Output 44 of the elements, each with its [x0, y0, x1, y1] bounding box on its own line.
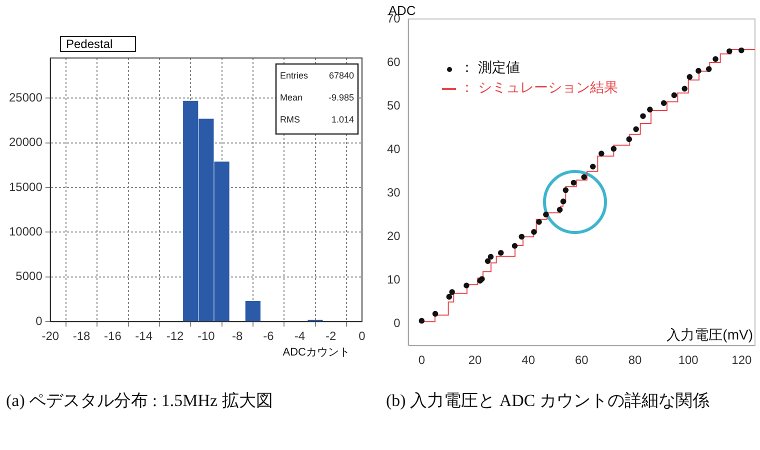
- x-tick-label: -6: [263, 329, 274, 344]
- x-tick-label: 40: [522, 353, 536, 368]
- x-tick-label: -18: [72, 329, 91, 344]
- x-tick-label: 0: [418, 353, 426, 368]
- x-tick-label: -8: [232, 329, 244, 344]
- y-tick-label: 15000: [8, 180, 43, 194]
- x-tick-label: 0: [358, 329, 366, 344]
- x-tick-label: 80: [628, 353, 642, 368]
- legend-label: ： シミュレーション結果: [460, 79, 618, 97]
- annotation: 1.014: [331, 114, 354, 124]
- y-tick-label: 10000: [8, 224, 43, 239]
- annotation: Mean: [280, 92, 303, 102]
- x-tick-label: 120: [732, 353, 752, 368]
- y-tick-label: 20000: [8, 135, 43, 150]
- x-tick-label: 60: [574, 353, 589, 368]
- annotation: RMS: [280, 114, 300, 124]
- annotation: Entries: [280, 70, 309, 80]
- y-tick-label: 60: [386, 54, 401, 69]
- x-tick-label: -4: [294, 329, 306, 344]
- y-tick-label: 10: [386, 272, 401, 287]
- x-tick-label: -14: [135, 329, 153, 344]
- y-tick-label: 20: [386, 229, 401, 244]
- x-tick-label: -10: [198, 329, 216, 344]
- chart-title: Pedestal: [60, 36, 136, 52]
- x-tick-label: 100: [678, 353, 699, 368]
- y-tick-label: 50: [386, 98, 401, 112]
- y-tick-label: 40: [386, 142, 401, 156]
- y-tick-label: 5000: [16, 269, 43, 284]
- y-tick-label: 0: [394, 316, 401, 330]
- y-tick-label: 0: [36, 314, 43, 328]
- x-tick-label: -12: [166, 329, 184, 344]
- text: (a) ペデスタル分布 : 1.5MHz 拡大図: [6, 390, 274, 412]
- text: (b) 入力電圧と ADC カウントの詳細な関係: [386, 390, 710, 412]
- x-axis-title: ADCカウント: [282, 346, 350, 359]
- y-tick-label: 30: [386, 186, 401, 200]
- annotation: -9.985: [328, 92, 354, 102]
- x-tick-label: -20: [42, 329, 60, 344]
- x-tick-label: -16: [104, 329, 122, 344]
- y-tick-label: 25000: [8, 90, 43, 105]
- annotation: 67840: [328, 70, 354, 80]
- x-axis-title: 入力電圧(mV): [666, 326, 753, 343]
- x-tick-label: 20: [468, 353, 482, 368]
- legend-label: ： 測定値: [460, 59, 520, 77]
- x-tick-label: -2: [326, 329, 336, 344]
